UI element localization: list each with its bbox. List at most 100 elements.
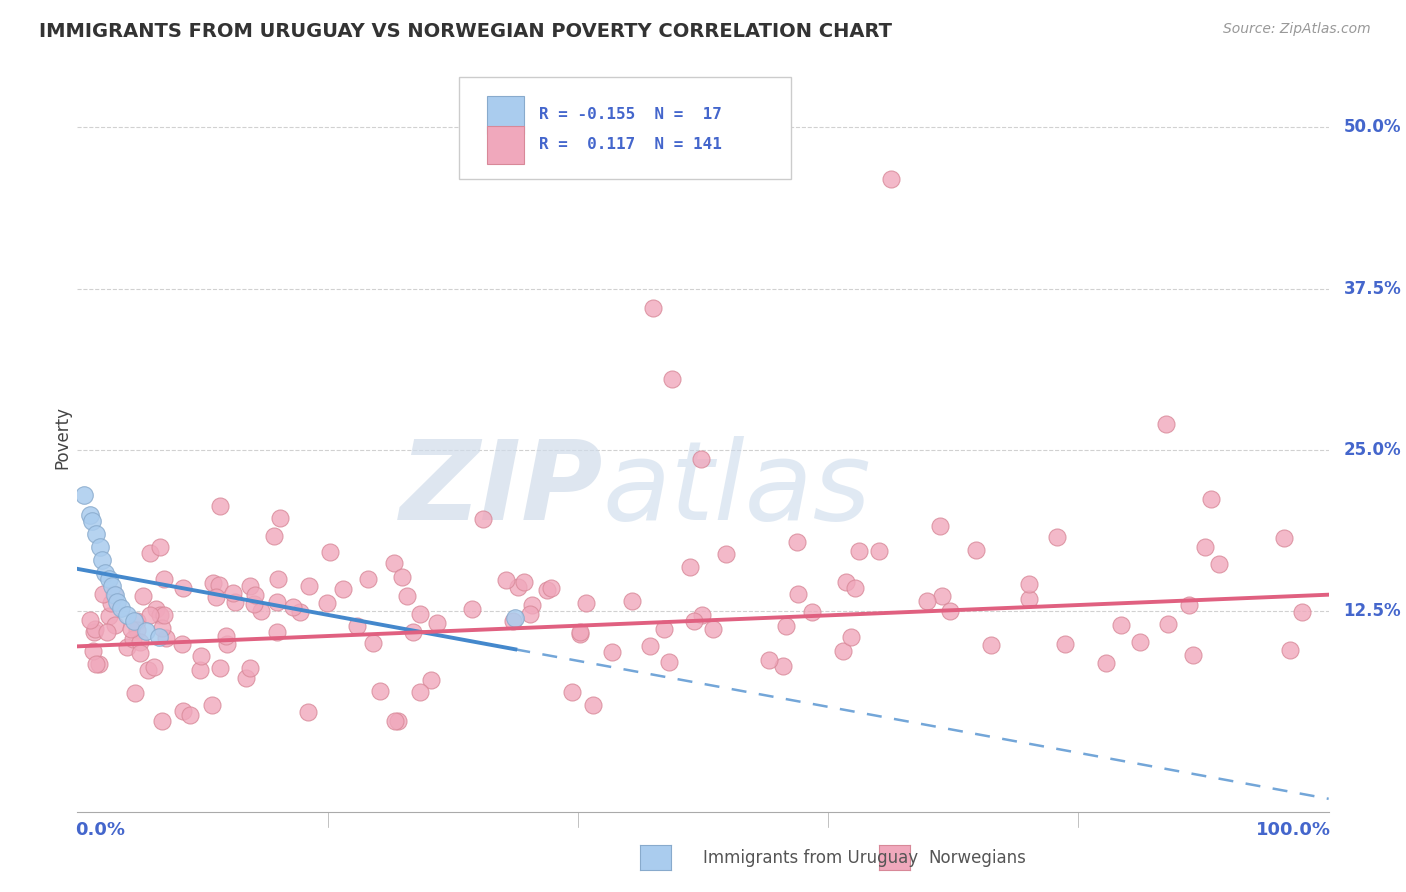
Point (1095, 656, 1118, 670)
Point (316, 596, 339, 610)
Y-axis label: Poverty: Poverty (53, 406, 72, 468)
Point (848, 543, 870, 558)
Point (172, 704, 194, 718)
Point (148, 630, 170, 644)
Text: 25.0%: 25.0% (1344, 441, 1402, 459)
Point (239, 661, 262, 675)
Point (512, 575, 534, 590)
Point (188, 663, 211, 677)
Point (1278, 643, 1301, 657)
Point (245, 588, 267, 602)
Point (600, 645, 623, 659)
Point (1178, 598, 1201, 612)
FancyBboxPatch shape (458, 78, 790, 178)
Point (235, 671, 257, 685)
Bar (486, 96, 524, 134)
Point (172, 581, 194, 595)
Text: 37.5%: 37.5% (1344, 279, 1402, 298)
Point (409, 685, 432, 699)
Point (124, 686, 146, 700)
Point (1154, 417, 1177, 432)
Point (139, 607, 162, 622)
Point (641, 301, 664, 315)
Point (502, 614, 524, 628)
Point (89, 657, 111, 671)
Point (540, 581, 562, 595)
Point (346, 618, 368, 632)
Point (652, 622, 675, 636)
Point (201, 698, 224, 712)
Point (382, 556, 405, 570)
Point (142, 660, 165, 674)
Point (155, 632, 177, 646)
Point (215, 629, 238, 643)
Point (94, 566, 117, 580)
Text: 50.0%: 50.0% (1344, 118, 1402, 136)
Point (425, 615, 447, 630)
Point (582, 698, 605, 712)
Point (82, 644, 104, 658)
Point (243, 598, 266, 612)
Point (786, 535, 808, 549)
Point (758, 653, 780, 667)
Point (1046, 530, 1069, 544)
Point (122, 632, 145, 647)
Point (105, 595, 128, 609)
Point (84, 527, 107, 541)
Point (135, 624, 157, 638)
Point (150, 620, 173, 634)
Text: R = -0.155  N =  17: R = -0.155 N = 17 (538, 107, 721, 122)
Point (1194, 540, 1216, 554)
Point (561, 685, 583, 699)
Point (117, 608, 139, 623)
Point (1291, 605, 1313, 619)
Point (72, 488, 94, 502)
Point (1018, 592, 1040, 607)
Text: Norwegians: Norwegians (928, 849, 1026, 867)
Text: R =  0.117  N = 141: R = 0.117 N = 141 (538, 137, 721, 153)
Text: 12.5%: 12.5% (1344, 602, 1402, 621)
Point (460, 602, 482, 616)
Point (129, 635, 152, 649)
Point (402, 624, 425, 639)
Point (396, 589, 419, 603)
Point (127, 614, 149, 628)
Point (91, 587, 114, 601)
Text: ZIP: ZIP (399, 436, 603, 543)
Point (690, 608, 713, 623)
Point (205, 590, 228, 604)
Point (132, 589, 155, 603)
Point (638, 639, 661, 653)
Text: 0.0%: 0.0% (75, 821, 125, 838)
Point (384, 714, 406, 729)
Point (938, 604, 960, 618)
Point (868, 544, 890, 558)
Point (931, 589, 953, 603)
Point (190, 649, 212, 664)
Point (82, 514, 104, 528)
Point (661, 372, 683, 386)
Point (104, 618, 127, 632)
Point (569, 627, 592, 641)
Point (266, 595, 288, 609)
Point (149, 540, 172, 554)
Point (419, 673, 441, 687)
Point (202, 575, 225, 590)
Point (1053, 637, 1076, 651)
Point (714, 547, 737, 561)
Point (1109, 618, 1132, 632)
Point (222, 586, 245, 600)
Point (97, 572, 120, 586)
Point (928, 519, 950, 533)
Point (122, 614, 145, 628)
Point (1157, 617, 1180, 632)
Point (208, 578, 231, 592)
Point (266, 624, 288, 639)
Point (409, 607, 432, 622)
Point (83, 625, 105, 640)
Point (153, 572, 176, 586)
Point (288, 605, 311, 619)
Point (100, 596, 122, 610)
Point (775, 619, 797, 633)
Point (519, 607, 541, 621)
